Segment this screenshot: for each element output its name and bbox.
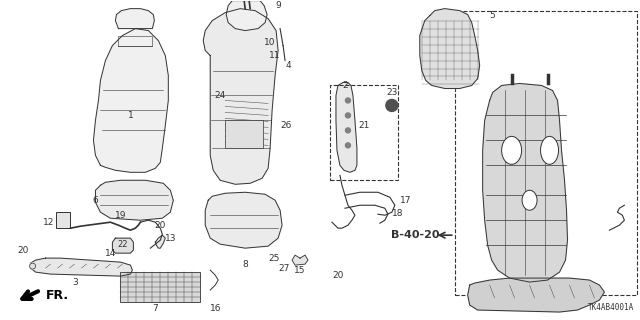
Bar	[455, 11, 637, 295]
Text: 7: 7	[152, 304, 158, 313]
Text: 24: 24	[214, 91, 226, 100]
Polygon shape	[468, 278, 604, 312]
Text: 16: 16	[209, 304, 221, 313]
Polygon shape	[31, 258, 132, 276]
Text: 25: 25	[268, 254, 280, 263]
Polygon shape	[483, 84, 568, 282]
Polygon shape	[205, 192, 282, 248]
Text: 5: 5	[490, 11, 495, 20]
Text: 18: 18	[392, 209, 403, 218]
Text: 3: 3	[72, 277, 78, 287]
Text: 9: 9	[275, 1, 281, 10]
Circle shape	[346, 143, 351, 148]
Text: 6: 6	[93, 196, 99, 205]
Circle shape	[346, 113, 351, 118]
Text: 14: 14	[105, 249, 116, 258]
Text: 10: 10	[264, 38, 275, 47]
Polygon shape	[420, 9, 479, 88]
Text: 20: 20	[155, 221, 166, 230]
Text: 17: 17	[400, 196, 412, 205]
Ellipse shape	[502, 136, 522, 164]
Polygon shape	[226, 1, 267, 31]
Circle shape	[346, 98, 351, 103]
Polygon shape	[292, 255, 308, 265]
Polygon shape	[95, 180, 173, 220]
Circle shape	[346, 128, 351, 133]
Text: 13: 13	[165, 234, 177, 243]
Polygon shape	[156, 235, 165, 248]
Text: 22: 22	[117, 240, 127, 249]
Ellipse shape	[522, 190, 537, 210]
Polygon shape	[336, 83, 357, 172]
Bar	[225, 120, 263, 148]
Ellipse shape	[541, 136, 559, 164]
Text: 27: 27	[278, 264, 289, 273]
Text: TK4AB4001A: TK4AB4001A	[588, 303, 634, 312]
Polygon shape	[204, 9, 278, 184]
Bar	[330, 85, 398, 180]
Circle shape	[386, 100, 398, 111]
Bar	[56, 212, 70, 228]
Text: 20: 20	[17, 246, 28, 255]
Text: 20: 20	[332, 271, 343, 280]
Text: 23: 23	[386, 88, 397, 97]
Text: 4: 4	[285, 61, 291, 70]
Text: B-40-20: B-40-20	[390, 230, 439, 240]
Text: 19: 19	[115, 211, 126, 220]
Text: 12: 12	[43, 218, 54, 227]
Text: 1: 1	[127, 111, 133, 120]
Polygon shape	[113, 238, 133, 253]
Text: FR.: FR.	[45, 289, 68, 301]
Text: 11: 11	[269, 51, 280, 60]
Bar	[120, 272, 200, 302]
Text: 15: 15	[294, 266, 306, 275]
Text: 21: 21	[358, 121, 369, 130]
Text: 26: 26	[280, 121, 291, 130]
Circle shape	[29, 263, 36, 269]
Text: 2: 2	[342, 81, 348, 90]
Polygon shape	[115, 9, 154, 28]
Polygon shape	[93, 28, 168, 172]
Text: 8: 8	[243, 260, 248, 268]
